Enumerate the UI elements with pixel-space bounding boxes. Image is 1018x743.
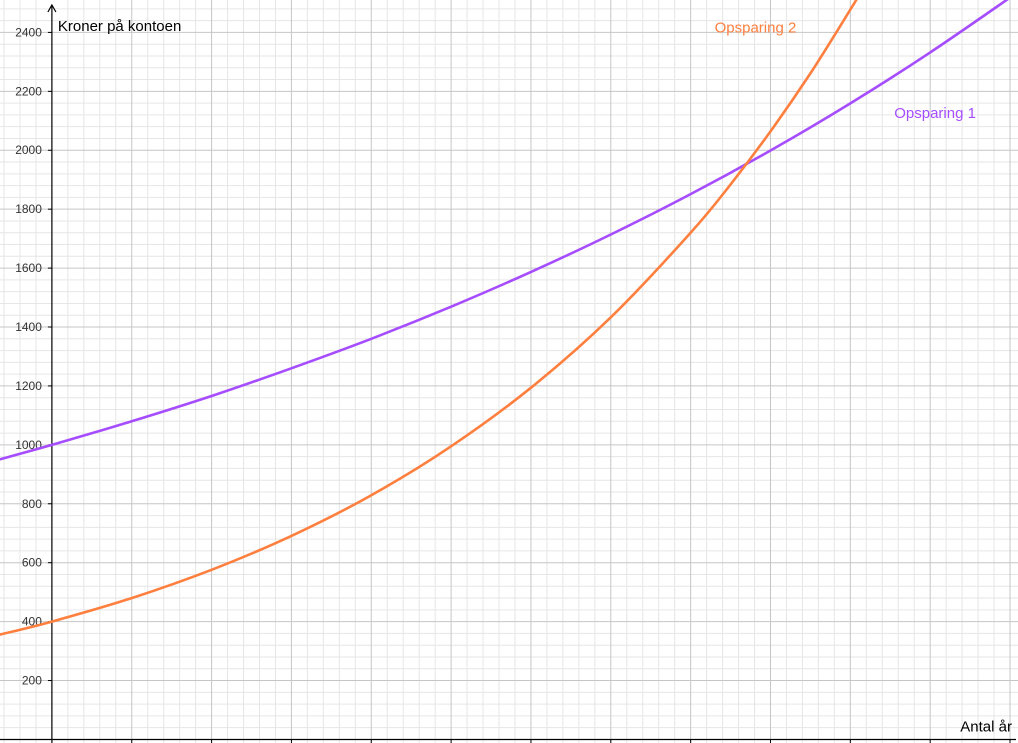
series-label-opsparing-1: Opsparing 1 <box>894 105 976 122</box>
y-tick-label: 1800 <box>15 202 42 216</box>
axes <box>0 3 1016 743</box>
y-tick-label: 1600 <box>15 261 42 275</box>
y-axis-arrow <box>47 3 57 13</box>
series-line-opsparing-2 <box>0 0 858 636</box>
series-label-opsparing-2: Opsparing 2 <box>715 19 797 36</box>
series-lines <box>0 0 1009 636</box>
y-tick-label: 1200 <box>15 379 42 393</box>
y-axis-title: Kroner på kontoen <box>58 18 181 35</box>
y-tick-label: 600 <box>22 556 42 570</box>
y-tick-label: 200 <box>22 674 42 688</box>
y-tick-label: 1400 <box>15 320 42 334</box>
y-tick-label: 2000 <box>15 143 42 157</box>
x-axis-title: Antal år <box>960 718 1012 735</box>
y-tick-label: 2200 <box>15 84 42 98</box>
y-tick-label: 800 <box>22 497 42 511</box>
series-line-opsparing-1 <box>0 0 1009 461</box>
y-tick-label: 2400 <box>15 25 42 39</box>
